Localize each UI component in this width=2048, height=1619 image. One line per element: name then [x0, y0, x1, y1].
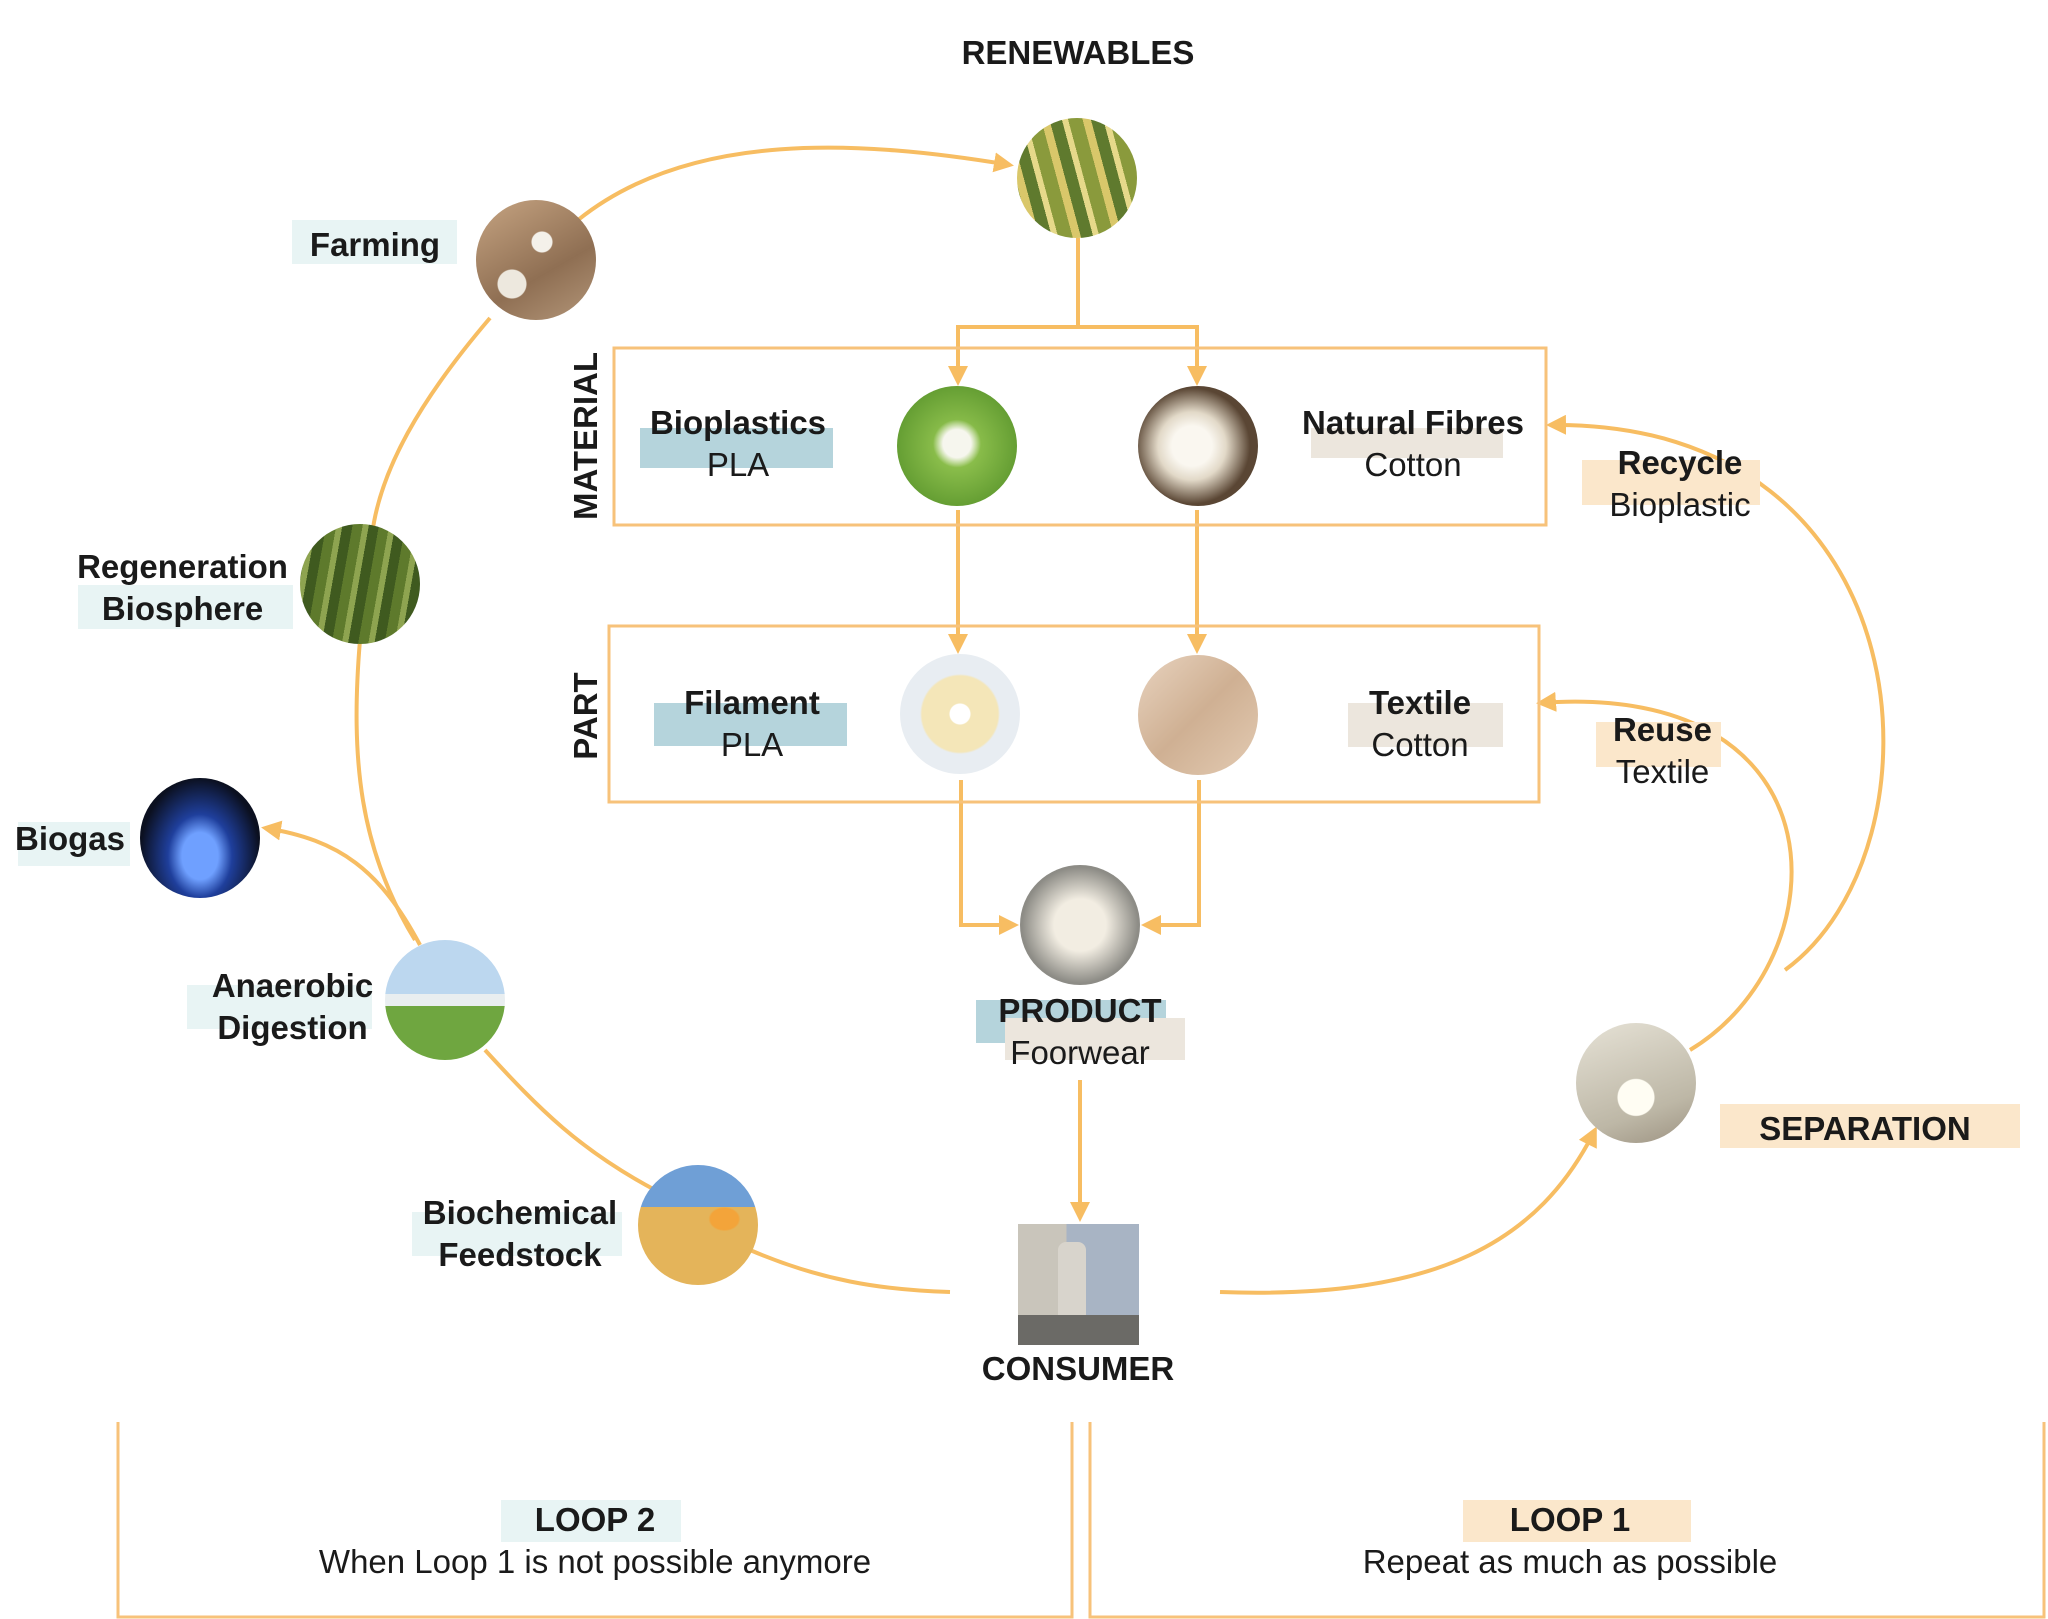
- biochemical-line2: Feedstock: [438, 1236, 602, 1273]
- anaerobic-line1: Anaerobic: [211, 967, 374, 1004]
- loop2-arc-bottom: [749, 1248, 951, 1294]
- renewables-stem: [948, 238, 1080, 386]
- corn-photo: [1017, 118, 1137, 238]
- biogas-highlight: [18, 822, 130, 866]
- biogas-plant-photo: [385, 940, 505, 1060]
- natural-fibres-highlight: [1311, 428, 1503, 458]
- loop2-highlight: [501, 1500, 681, 1542]
- separation-label: SEPARATION: [1759, 1110, 1971, 1147]
- natural-fibres-label: Natural Fibres Cotton: [1293, 402, 1533, 486]
- filament-to-product: [959, 780, 1019, 935]
- loop2-bracket: [116, 1422, 1074, 1619]
- regeneration-line2: Biosphere: [101, 590, 264, 627]
- loop1-highlight: [1463, 1500, 1691, 1542]
- anaerobic-line2: Digestion: [217, 1009, 368, 1046]
- recycle-title: Recycle: [1617, 444, 1743, 481]
- corn-stalk-photo: [300, 524, 420, 644]
- product-highlight-beige: [1005, 1018, 1185, 1060]
- consumer-photo: [1018, 1224, 1139, 1345]
- textile-label: Textile Cotton: [1340, 682, 1500, 766]
- renewables-title: RENEWABLES: [961, 34, 1195, 71]
- separated-parts-photo: [1576, 1023, 1696, 1143]
- filament-spool-photo: [900, 654, 1020, 774]
- fabric-photo: [1138, 655, 1258, 775]
- pla-pellets-photo: [897, 386, 1017, 506]
- product-sub: Foorwear: [1010, 1034, 1150, 1071]
- loop2-arc-top: [576, 145, 1014, 222]
- renewables-split-right: [1078, 325, 1207, 386]
- separation-to-reuse: [1536, 691, 1794, 1052]
- product-title: PRODUCT: [998, 992, 1162, 1029]
- regeneration-label: Regeneration Biosphere: [60, 546, 305, 630]
- part-box: [607, 624, 1541, 804]
- loop2-desc: When Loop 1 is not possible anymore: [318, 1543, 872, 1580]
- filament-label: Filament PLA: [652, 682, 852, 766]
- loop2-arc-left-upper: [370, 316, 492, 536]
- product-label: PRODUCT Foorwear: [980, 990, 1180, 1074]
- reuse-title: Reuse: [1612, 711, 1713, 748]
- loop1-label: LOOP 1 Repeat as much as possible: [1300, 1499, 1840, 1583]
- loop1-bracket: [1088, 1422, 2046, 1619]
- filament-sub: PLA: [720, 726, 784, 763]
- textile-highlight: [1348, 703, 1503, 747]
- gas-flame-photo: [140, 778, 260, 898]
- consumer-title: CONSUMER: [981, 1350, 1175, 1387]
- farming-label: Farming: [309, 226, 441, 263]
- biogas-branch: [261, 820, 422, 946]
- material-row-label: MATERIAL: [567, 351, 604, 521]
- recycle-label: Recycle Bioplastic: [1580, 442, 1780, 526]
- bioplastics-highlight: [640, 428, 833, 468]
- bioplastics-sub: PLA: [706, 446, 770, 483]
- filament-title: Filament: [684, 684, 820, 721]
- biochemical-label: Biochemical Feedstock: [415, 1192, 625, 1276]
- bioplastics-title: Bioplastics: [649, 404, 827, 441]
- separation-to-recycle: [1546, 414, 1886, 972]
- loop2-label: LOOP 2 When Loop 1 is not possible anymo…: [260, 1499, 930, 1583]
- filament-highlight: [654, 703, 847, 746]
- textile-title: Textile: [1368, 684, 1472, 721]
- reuse-label: Reuse Textile: [1580, 709, 1745, 793]
- recycle-sub: Bioplastic: [1609, 486, 1751, 523]
- material-box: [612, 346, 1548, 527]
- textile-to-product: [1141, 780, 1201, 935]
- recycle-highlight: [1582, 460, 1760, 505]
- bioplastics-label: Bioplastics PLA: [638, 402, 838, 486]
- cotton-fibre-photo: [1138, 386, 1258, 506]
- cotton-field-photo: [476, 200, 596, 320]
- loop1-desc: Repeat as much as possible: [1362, 1543, 1778, 1580]
- part-row-label: PART: [567, 672, 604, 760]
- loop1-title: LOOP 1: [1509, 1501, 1631, 1538]
- loop2-title: LOOP 2: [534, 1501, 656, 1538]
- biochemical-highlight: [412, 1212, 622, 1256]
- textile-sub: Cotton: [1371, 726, 1469, 763]
- natural-fibres-sub: Cotton: [1364, 446, 1462, 483]
- farming-highlight: [292, 220, 457, 264]
- biogas-label: Biogas: [14, 820, 126, 857]
- anaerobic-highlight: [187, 985, 372, 1029]
- natural-fibres-title: Natural Fibres: [1302, 404, 1524, 441]
- regeneration-highlight: [78, 585, 293, 629]
- consumer-to-separation: [1219, 1126, 1597, 1295]
- grain-flask-photo: [638, 1165, 758, 1285]
- reuse-highlight: [1596, 722, 1721, 767]
- separation-highlight: [1720, 1104, 2020, 1148]
- regeneration-line1: Regeneration: [77, 548, 288, 585]
- anaerobic-label: Anaerobic Digestion: [190, 965, 395, 1049]
- loop2-arc-left-lower: [483, 1048, 656, 1192]
- reuse-sub: Textile: [1615, 753, 1710, 790]
- biochemical-line1: Biochemical: [422, 1194, 618, 1231]
- shoe-photo: [1020, 865, 1140, 985]
